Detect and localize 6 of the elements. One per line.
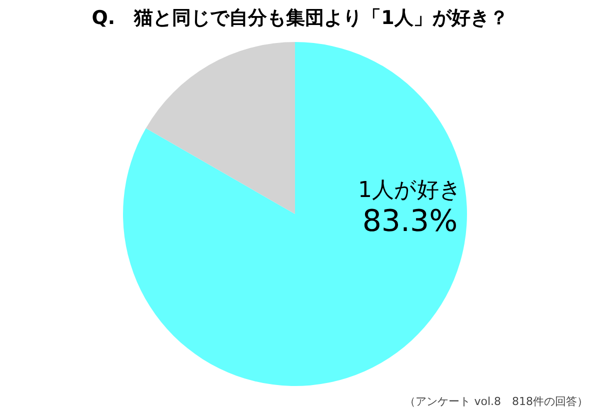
- text: （アンケート vol.8 818件の回答）: [404, 395, 588, 408]
- data-label: 83.3%: [362, 204, 458, 239]
- slice-label: 1人が好き: [358, 178, 462, 203]
- pie-slice: [146, 42, 295, 214]
- chart-title: Q. 猫と同じで自分も集団より「1人」が好き？: [92, 7, 508, 29]
- pie-slice: [123, 42, 467, 386]
